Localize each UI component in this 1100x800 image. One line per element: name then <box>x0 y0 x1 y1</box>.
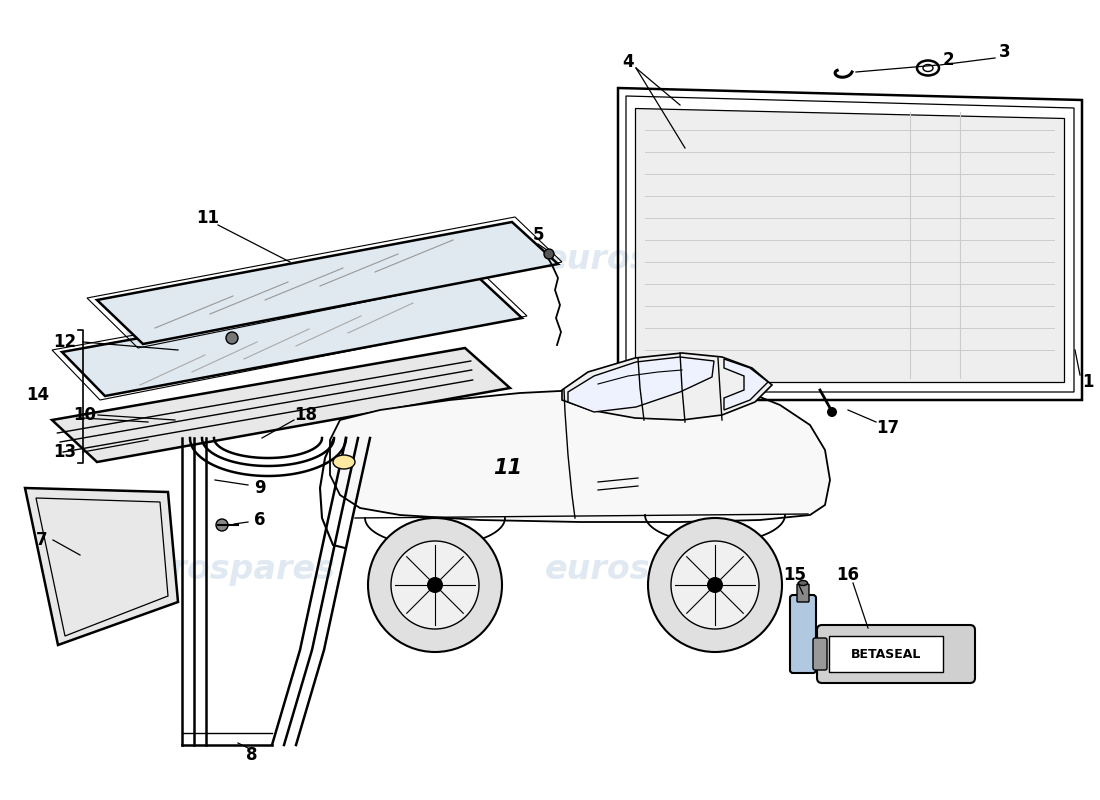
Text: 18: 18 <box>295 406 318 424</box>
Text: eurospares: eurospares <box>544 554 756 586</box>
Text: 16: 16 <box>836 566 859 584</box>
Text: 7: 7 <box>36 531 47 549</box>
Text: eurospares: eurospares <box>544 243 756 277</box>
FancyBboxPatch shape <box>798 584 808 602</box>
Polygon shape <box>562 353 772 420</box>
Text: 14: 14 <box>26 386 50 404</box>
Text: 6: 6 <box>254 511 266 529</box>
Polygon shape <box>635 108 1064 382</box>
Circle shape <box>390 541 478 629</box>
Text: 8: 8 <box>246 746 257 764</box>
Text: 13: 13 <box>54 443 77 461</box>
Text: 1: 1 <box>1082 373 1093 391</box>
Text: 11: 11 <box>197 209 220 227</box>
Ellipse shape <box>544 249 554 259</box>
Polygon shape <box>62 277 522 396</box>
Ellipse shape <box>216 519 228 531</box>
Text: 12: 12 <box>54 333 77 351</box>
Polygon shape <box>52 348 510 462</box>
Text: 15: 15 <box>783 566 806 584</box>
Text: 3: 3 <box>999 43 1011 61</box>
Circle shape <box>671 541 759 629</box>
Text: BETASEAL: BETASEAL <box>850 647 921 661</box>
Polygon shape <box>568 357 714 412</box>
FancyBboxPatch shape <box>813 638 827 670</box>
Text: 5: 5 <box>532 226 543 244</box>
FancyBboxPatch shape <box>790 595 816 673</box>
Text: 17: 17 <box>877 419 900 437</box>
Ellipse shape <box>333 455 355 469</box>
Polygon shape <box>97 222 558 344</box>
Text: 10: 10 <box>74 406 97 424</box>
Polygon shape <box>724 359 768 410</box>
Text: 9: 9 <box>254 479 266 497</box>
Ellipse shape <box>799 581 807 586</box>
FancyBboxPatch shape <box>829 636 943 672</box>
Ellipse shape <box>226 332 238 344</box>
Circle shape <box>707 577 723 593</box>
Circle shape <box>648 518 782 652</box>
Circle shape <box>368 518 502 652</box>
Text: 2: 2 <box>943 51 954 69</box>
Text: 11: 11 <box>494 458 522 478</box>
FancyBboxPatch shape <box>817 625 975 683</box>
Text: 4: 4 <box>623 53 634 71</box>
Circle shape <box>427 577 443 593</box>
Polygon shape <box>330 387 830 522</box>
Ellipse shape <box>827 407 837 417</box>
Text: eurospares: eurospares <box>124 554 336 586</box>
Polygon shape <box>25 488 178 645</box>
Text: eurospares: eurospares <box>124 314 336 346</box>
